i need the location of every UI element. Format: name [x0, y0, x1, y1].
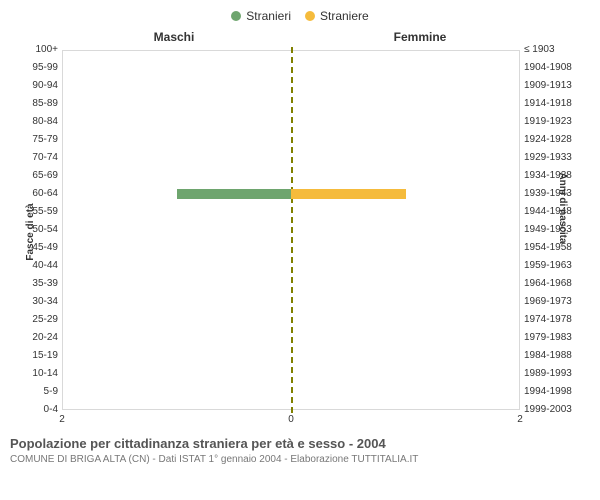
y-tick-birth: 1974-1978 [524, 315, 582, 325]
column-title-male: Maschi [0, 30, 300, 44]
y-tick-age: 15-19 [20, 351, 58, 361]
footer-title: Popolazione per cittadinanza straniera p… [10, 436, 590, 452]
y-ticks-age: 100+95-9990-9485-8980-8475-7970-7465-696… [20, 50, 58, 410]
y-tick-age: 100+ [20, 45, 58, 55]
y-tick-birth: 1939-1943 [524, 189, 582, 199]
y-tick-birth: 1989-1993 [524, 369, 582, 379]
bar-row [62, 351, 520, 361]
y-tick-age: 30-34 [20, 297, 58, 307]
bar-row [62, 279, 520, 289]
y-tick-birth: 1999-2003 [524, 405, 582, 415]
bar-row [62, 207, 520, 217]
y-tick-age: 5-9 [20, 387, 58, 397]
y-tick-age: 55-59 [20, 207, 58, 217]
y-tick-age: 50-54 [20, 225, 58, 235]
legend-item-female: Straniere [305, 9, 369, 23]
plot-area: Maschi Femmine Fasce di età Anni di nasc… [0, 30, 600, 434]
y-tick-birth: ≤ 1903 [524, 45, 582, 55]
y-tick-birth: 1959-1963 [524, 261, 582, 271]
y-tick-birth: 1929-1933 [524, 153, 582, 163]
y-tick-birth: 1949-1953 [524, 225, 582, 235]
bar-row [62, 387, 520, 397]
bars-layer [62, 50, 520, 410]
legend-swatch-female [305, 11, 315, 21]
y-tick-birth: 1934-1938 [524, 171, 582, 181]
legend-label-female: Straniere [320, 9, 369, 23]
y-tick-age: 80-84 [20, 117, 58, 127]
bar-row [62, 315, 520, 325]
bar-row [62, 45, 520, 55]
x-tick: 2 [59, 414, 65, 425]
bar-female [291, 189, 406, 199]
y-tick-age: 60-64 [20, 189, 58, 199]
bar-row [62, 99, 520, 109]
bar-row [62, 63, 520, 73]
y-tick-age: 65-69 [20, 171, 58, 181]
bar-row [62, 243, 520, 253]
column-title-female: Femmine [300, 30, 600, 44]
y-tick-age: 90-94 [20, 81, 58, 91]
y-tick-birth: 1914-1918 [524, 99, 582, 109]
y-tick-birth: 1979-1983 [524, 333, 582, 343]
y-tick-birth: 1904-1908 [524, 63, 582, 73]
y-tick-age: 85-89 [20, 99, 58, 109]
legend-swatch-male [231, 11, 241, 21]
bar-row [62, 189, 520, 199]
legend-item-male: Stranieri [231, 9, 291, 23]
y-tick-age: 25-29 [20, 315, 58, 325]
y-tick-birth: 1994-1998 [524, 387, 582, 397]
bar-row [62, 153, 520, 163]
y-tick-birth: 1909-1913 [524, 81, 582, 91]
bar-row [62, 297, 520, 307]
bar-row [62, 333, 520, 343]
y-tick-age: 95-99 [20, 63, 58, 73]
y-tick-birth: 1984-1988 [524, 351, 582, 361]
y-tick-age: 70-74 [20, 153, 58, 163]
bar-row [62, 117, 520, 127]
y-tick-age: 35-39 [20, 279, 58, 289]
y-tick-age: 10-14 [20, 369, 58, 379]
x-tick: 2 [517, 414, 523, 425]
footer: Popolazione per cittadinanza straniera p… [0, 434, 600, 466]
y-ticks-birth: ≤ 19031904-19081909-19131914-19181919-19… [524, 50, 582, 410]
chart-container: Stranieri Straniere Maschi Femmine Fasce… [0, 0, 600, 500]
bar-row [62, 171, 520, 181]
bar-row [62, 225, 520, 235]
legend: Stranieri Straniere [0, 0, 600, 26]
bar-row [62, 369, 520, 379]
y-tick-age: 0-4 [20, 405, 58, 415]
x-tick: 0 [288, 414, 294, 425]
y-tick-birth: 1954-1958 [524, 243, 582, 253]
bar-row [62, 135, 520, 145]
y-tick-birth: 1964-1968 [524, 279, 582, 289]
legend-label-male: Stranieri [246, 9, 291, 23]
y-tick-birth: 1969-1973 [524, 297, 582, 307]
y-tick-age: 45-49 [20, 243, 58, 253]
y-tick-age: 40-44 [20, 261, 58, 271]
footer-subtitle: COMUNE DI BRIGA ALTA (CN) - Dati ISTAT 1… [10, 454, 590, 466]
bar-row [62, 261, 520, 271]
bar-row [62, 81, 520, 91]
y-tick-age: 20-24 [20, 333, 58, 343]
bar-male [177, 189, 292, 199]
y-tick-birth: 1919-1923 [524, 117, 582, 127]
x-ticks: 2 0 2 [62, 414, 520, 428]
y-tick-birth: 1944-1948 [524, 207, 582, 217]
y-tick-age: 75-79 [20, 135, 58, 145]
y-tick-birth: 1924-1928 [524, 135, 582, 145]
